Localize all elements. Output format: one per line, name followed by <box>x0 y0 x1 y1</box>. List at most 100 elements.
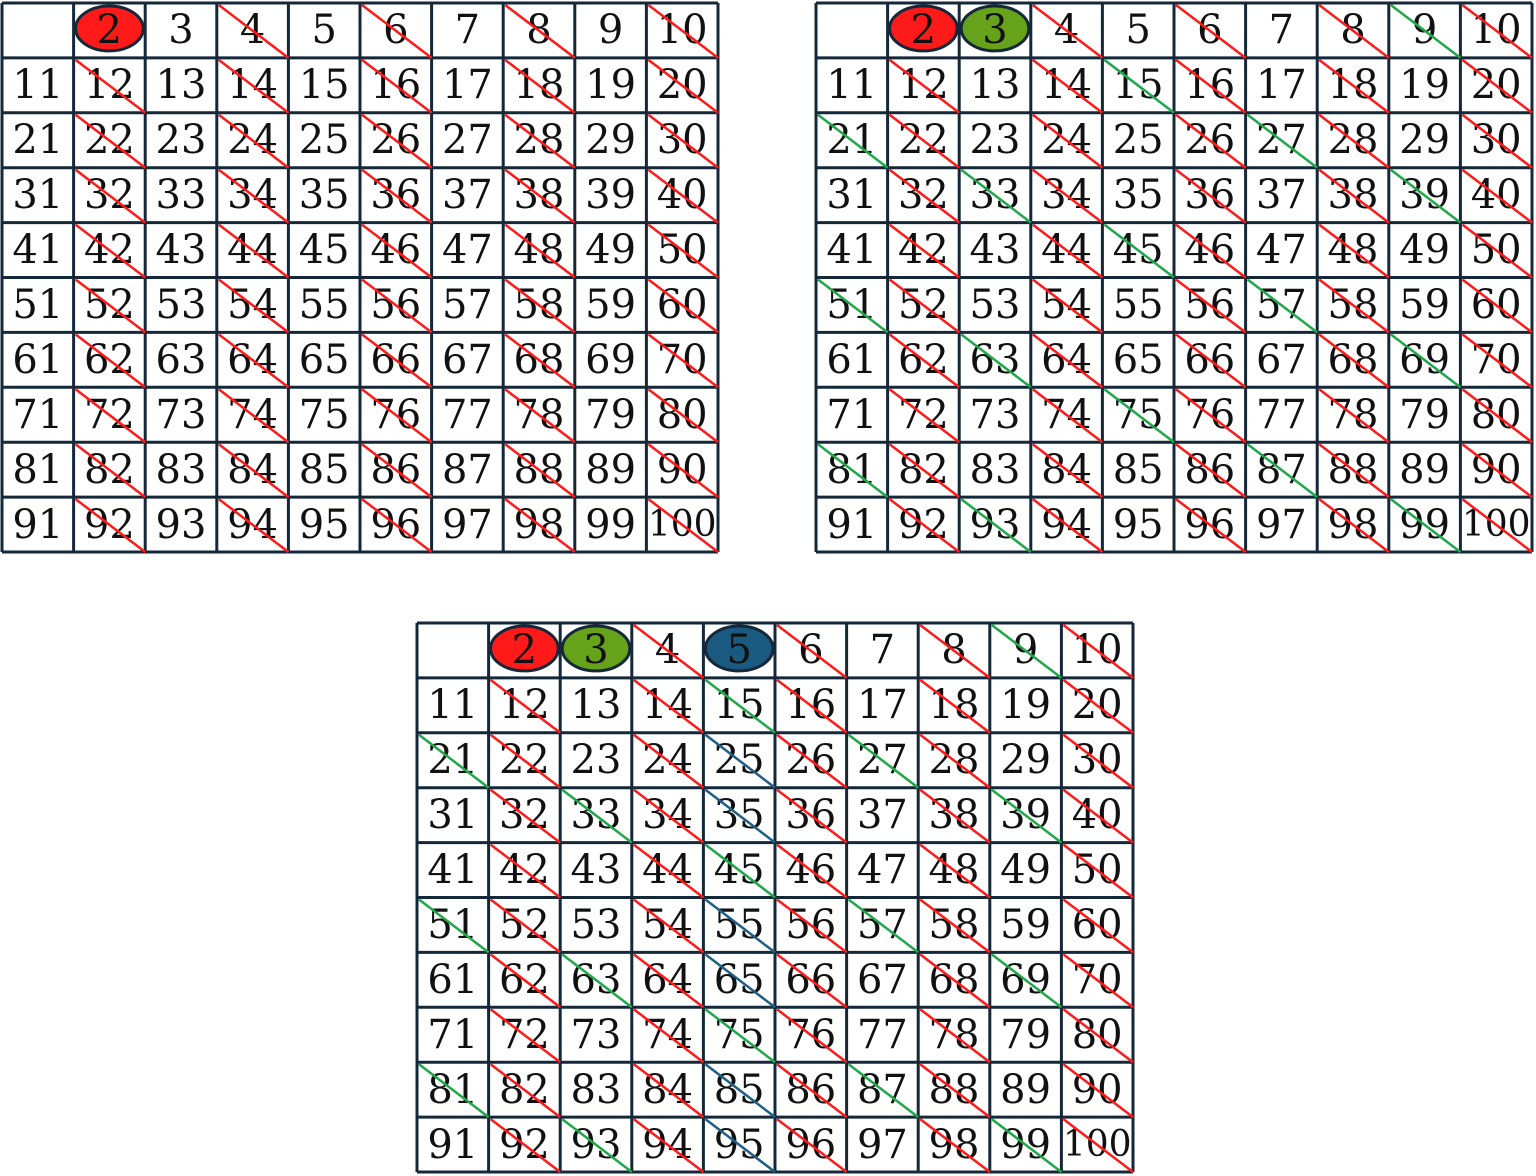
cell-number: 45 <box>1112 227 1164 274</box>
cell-number: 19 <box>1399 62 1451 109</box>
grid-cell: 24 <box>1031 113 1103 168</box>
cell-number: 51 <box>12 281 64 328</box>
grid-cell: 47 <box>1246 223 1318 278</box>
grid-cell: 73 <box>145 387 217 442</box>
grid-cell: 49 <box>575 223 647 278</box>
grid-cell: 9 <box>990 623 1062 678</box>
grid-cell: 99 <box>575 497 647 552</box>
grid-cell: 69 <box>990 952 1062 1007</box>
grid-cell: 18 <box>503 58 575 113</box>
cell-number: 2 <box>511 627 538 674</box>
grid-cell: 53 <box>959 278 1031 333</box>
cell-number: 40 <box>1071 792 1123 839</box>
cell-number: 34 <box>1041 172 1093 219</box>
grid-cell: 20 <box>1460 58 1532 113</box>
cell-number: 12 <box>83 62 135 109</box>
cell-number: 6 <box>383 7 409 54</box>
grid-cell: 17 <box>1246 58 1318 113</box>
grid-cell: 41 <box>816 223 888 278</box>
cell-number: 28 <box>928 737 980 784</box>
cell-number: 44 <box>1041 227 1093 274</box>
cell-number: 58 <box>513 281 565 328</box>
grid-cell: 54 <box>217 278 289 333</box>
grid-cell: 3 <box>560 623 632 678</box>
cell-number: 60 <box>656 281 708 328</box>
cell-number: 60 <box>1071 901 1123 948</box>
grid-cell: 40 <box>646 168 718 223</box>
grid-cell: 29 <box>990 733 1062 788</box>
cell-number: 6 <box>798 627 824 674</box>
cell-number: 53 <box>155 281 207 328</box>
grid-cell: 75 <box>288 387 360 442</box>
cell-number: 90 <box>1470 446 1522 493</box>
cell-number: 10 <box>1470 7 1522 54</box>
grid-cell: 28 <box>918 733 990 788</box>
grid-cell: 16 <box>1174 58 1246 113</box>
grid-cell: 73 <box>959 387 1031 442</box>
grid-cell: 56 <box>1174 278 1246 333</box>
grid-cell: 91 <box>816 497 888 552</box>
grid-cell: 36 <box>360 168 432 223</box>
cell-number: 63 <box>155 336 207 383</box>
cell-number: 17 <box>1255 62 1307 109</box>
cell-number: 3 <box>982 7 1008 54</box>
grid-cell: 83 <box>145 442 217 497</box>
cell-number: 87 <box>1255 446 1307 493</box>
cell-number: 3 <box>168 7 194 54</box>
grid-cell: 21 <box>417 733 489 788</box>
cell-number: 36 <box>370 172 422 219</box>
grid-cell: 11 <box>2 58 74 113</box>
cell-number: 96 <box>370 501 422 548</box>
cell-number: 21 <box>12 117 64 164</box>
cell-number: 24 <box>642 737 694 784</box>
grid-cell: 50 <box>646 223 718 278</box>
grid-cell: 2 <box>888 3 960 58</box>
grid-cell: 46 <box>775 843 847 898</box>
grid-cell: 89 <box>990 1062 1062 1117</box>
grid-cell: 27 <box>432 113 504 168</box>
cell-number: 68 <box>513 336 565 383</box>
grid-cell: 62 <box>489 952 561 1007</box>
cell-number: 56 <box>785 901 837 948</box>
grid-cell: 37 <box>1246 168 1318 223</box>
cell-number: 16 <box>785 682 837 729</box>
cell-number: 11 <box>12 62 64 109</box>
grid-cell: 94 <box>632 1117 704 1172</box>
grid-cell: 62 <box>74 332 146 387</box>
grid-cell: 83 <box>560 1062 632 1117</box>
cell-number: 47 <box>856 847 908 894</box>
grid-cell: 83 <box>959 442 1031 497</box>
grid-cell: 82 <box>74 442 146 497</box>
grid-cell: 73 <box>560 1007 632 1062</box>
cell-number: 49 <box>1000 847 1052 894</box>
cell-number: 17 <box>856 682 908 729</box>
grid-cell: 58 <box>918 898 990 953</box>
grid-cell: 8 <box>503 3 575 58</box>
cell-number: 19 <box>585 62 637 109</box>
grid-cell <box>816 3 888 58</box>
grid-cell: 18 <box>918 678 990 733</box>
grid-cell: 76 <box>775 1007 847 1062</box>
cell-number: 94 <box>642 1121 694 1168</box>
cell-number: 25 <box>1112 117 1164 164</box>
grid-cell: 10 <box>1460 3 1532 58</box>
grid-cell: 43 <box>959 223 1031 278</box>
cell-number: 56 <box>370 281 422 328</box>
cell-number: 18 <box>928 682 980 729</box>
grid-cell: 22 <box>489 733 561 788</box>
grid-cell: 76 <box>360 387 432 442</box>
prime-markers <box>74 4 145 53</box>
cell-number: 54 <box>227 281 279 328</box>
grid-cell: 51 <box>2 278 74 333</box>
grid-cell: 5 <box>1102 3 1174 58</box>
cell-number: 89 <box>1000 1066 1052 1113</box>
grid-cell: 38 <box>503 168 575 223</box>
cell-number: 98 <box>928 1121 980 1168</box>
cell-number: 56 <box>1184 281 1236 328</box>
cell-number: 95 <box>1112 501 1164 548</box>
cell-number: 71 <box>12 391 64 438</box>
cell-number: 98 <box>1327 501 1379 548</box>
grid-cell: 33 <box>959 168 1031 223</box>
grid-cell: 16 <box>775 678 847 733</box>
grid-cell: 11 <box>417 678 489 733</box>
